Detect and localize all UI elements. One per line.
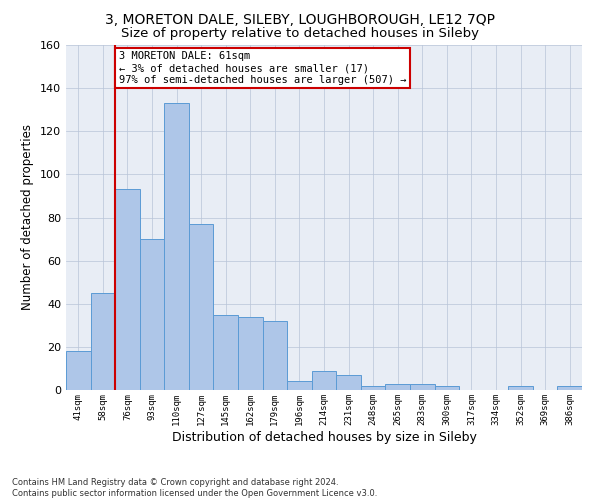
Text: Size of property relative to detached houses in Sileby: Size of property relative to detached ho… xyxy=(121,28,479,40)
Text: Contains HM Land Registry data © Crown copyright and database right 2024.
Contai: Contains HM Land Registry data © Crown c… xyxy=(12,478,377,498)
Bar xyxy=(336,375,361,390)
Bar xyxy=(312,370,336,390)
Text: 3 MORETON DALE: 61sqm
← 3% of detached houses are smaller (17)
97% of semi-detac: 3 MORETON DALE: 61sqm ← 3% of detached h… xyxy=(119,52,406,84)
Bar xyxy=(164,103,189,390)
Bar xyxy=(115,190,140,390)
Bar xyxy=(263,321,287,390)
Bar xyxy=(385,384,410,390)
Bar xyxy=(189,224,214,390)
Bar xyxy=(557,386,582,390)
Bar xyxy=(287,382,312,390)
Bar xyxy=(66,351,91,390)
Bar xyxy=(361,386,385,390)
Bar xyxy=(140,239,164,390)
Y-axis label: Number of detached properties: Number of detached properties xyxy=(22,124,34,310)
Bar xyxy=(434,386,459,390)
Bar xyxy=(238,316,263,390)
X-axis label: Distribution of detached houses by size in Sileby: Distribution of detached houses by size … xyxy=(172,430,476,444)
Bar xyxy=(410,384,434,390)
Bar xyxy=(214,314,238,390)
Bar xyxy=(91,293,115,390)
Text: 3, MORETON DALE, SILEBY, LOUGHBOROUGH, LE12 7QP: 3, MORETON DALE, SILEBY, LOUGHBOROUGH, L… xyxy=(105,12,495,26)
Bar xyxy=(508,386,533,390)
